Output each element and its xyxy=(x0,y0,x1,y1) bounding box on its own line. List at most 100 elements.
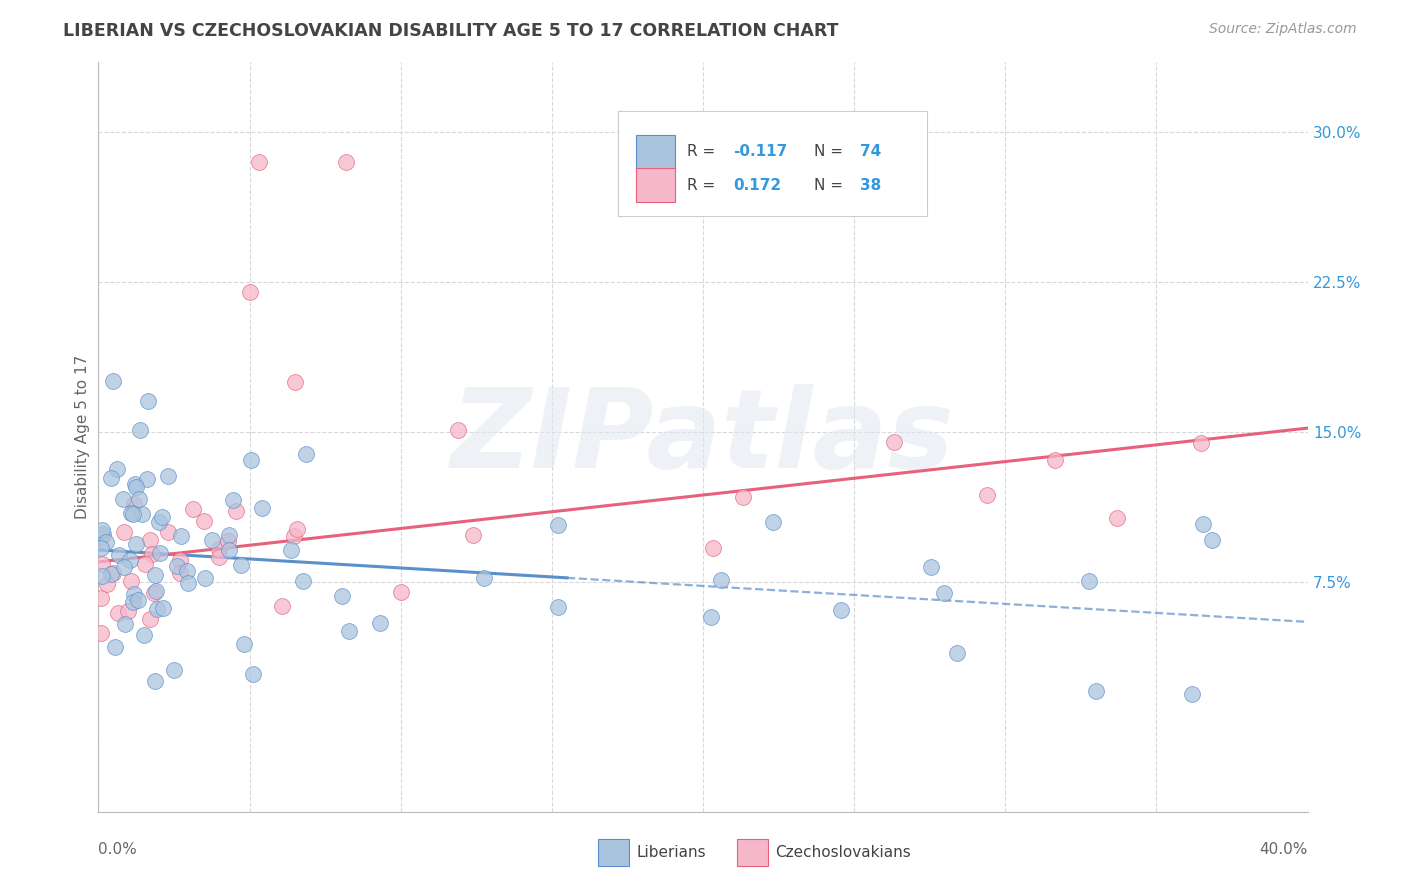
Text: N =: N = xyxy=(814,145,848,160)
Point xyxy=(112,491,135,506)
Point xyxy=(710,574,733,588)
Point xyxy=(149,545,172,559)
Point xyxy=(125,480,148,494)
Point xyxy=(201,533,224,548)
Point xyxy=(370,616,392,631)
Point xyxy=(120,507,142,521)
Point xyxy=(131,508,153,522)
Point xyxy=(700,609,723,624)
Point xyxy=(125,536,148,550)
Point xyxy=(169,552,191,566)
Text: LIBERIAN VS CZECHOSLOVAKIAN DISABILITY AGE 5 TO 17 CORRELATION CHART: LIBERIAN VS CZECHOSLOVAKIAN DISABILITY A… xyxy=(63,22,839,40)
Point xyxy=(90,529,112,543)
Point xyxy=(122,497,145,511)
Point xyxy=(283,529,305,543)
Point xyxy=(150,510,173,524)
Point xyxy=(101,374,124,388)
Point xyxy=(121,595,143,609)
Point xyxy=(96,576,118,591)
Point xyxy=(920,560,942,574)
Point xyxy=(1181,687,1204,701)
Point xyxy=(143,567,166,582)
FancyBboxPatch shape xyxy=(737,839,768,866)
Point xyxy=(120,574,142,589)
Point xyxy=(176,565,198,579)
Point xyxy=(101,566,124,580)
Point xyxy=(1191,516,1213,531)
Point xyxy=(121,508,143,522)
FancyBboxPatch shape xyxy=(619,112,927,216)
Point xyxy=(145,584,167,599)
Point xyxy=(91,526,114,541)
Point xyxy=(152,600,174,615)
Point xyxy=(169,566,191,580)
Text: -0.117: -0.117 xyxy=(734,145,787,160)
Point xyxy=(762,515,785,529)
Point xyxy=(280,542,302,557)
Point xyxy=(218,542,240,557)
Point xyxy=(117,604,139,618)
Point xyxy=(242,666,264,681)
Point xyxy=(146,601,169,615)
Point xyxy=(295,447,318,461)
Point xyxy=(547,517,569,532)
Point xyxy=(107,606,129,620)
Point xyxy=(129,423,152,437)
Point xyxy=(122,587,145,601)
Text: Liberians: Liberians xyxy=(637,846,706,861)
Point xyxy=(118,553,141,567)
Text: N =: N = xyxy=(814,178,848,193)
Point xyxy=(222,493,245,508)
Point xyxy=(139,533,162,548)
Point xyxy=(124,477,146,491)
Point xyxy=(239,285,262,300)
Y-axis label: Disability Age 5 to 17: Disability Age 5 to 17 xyxy=(75,355,90,519)
Point xyxy=(447,423,470,437)
Text: Czechoslovakians: Czechoslovakians xyxy=(776,846,911,861)
Point xyxy=(1084,683,1107,698)
FancyBboxPatch shape xyxy=(637,168,675,202)
Point xyxy=(136,472,159,486)
Point xyxy=(127,593,149,607)
Point xyxy=(330,589,353,603)
Point xyxy=(547,599,569,614)
Point xyxy=(702,541,724,555)
Point xyxy=(114,617,136,632)
Point xyxy=(284,375,307,389)
Point xyxy=(128,492,150,507)
Point xyxy=(217,534,239,549)
Point xyxy=(104,640,127,655)
Text: 38: 38 xyxy=(860,178,882,193)
Point xyxy=(194,571,217,585)
Point xyxy=(233,637,256,651)
Point xyxy=(207,541,229,556)
Text: R =: R = xyxy=(688,145,720,160)
Point xyxy=(141,547,163,561)
Point xyxy=(90,541,112,555)
Point xyxy=(1043,452,1066,467)
Point xyxy=(143,673,166,688)
Point xyxy=(208,550,231,565)
Text: R =: R = xyxy=(688,178,720,193)
Point xyxy=(389,584,412,599)
Point xyxy=(285,522,308,536)
Point xyxy=(1201,533,1223,547)
Point xyxy=(218,527,240,541)
Point xyxy=(335,155,357,169)
Point xyxy=(247,155,270,169)
Point xyxy=(90,626,112,640)
Point xyxy=(112,524,135,539)
Point xyxy=(112,560,135,574)
Point xyxy=(976,488,998,502)
Point xyxy=(830,603,852,617)
Point xyxy=(463,527,485,541)
Point xyxy=(157,469,180,483)
Point xyxy=(157,525,180,540)
Point xyxy=(134,627,156,641)
Point xyxy=(337,624,360,638)
Point xyxy=(138,394,160,409)
Point xyxy=(134,558,156,572)
Point xyxy=(166,559,188,574)
Point xyxy=(271,599,294,614)
Point xyxy=(177,576,200,591)
